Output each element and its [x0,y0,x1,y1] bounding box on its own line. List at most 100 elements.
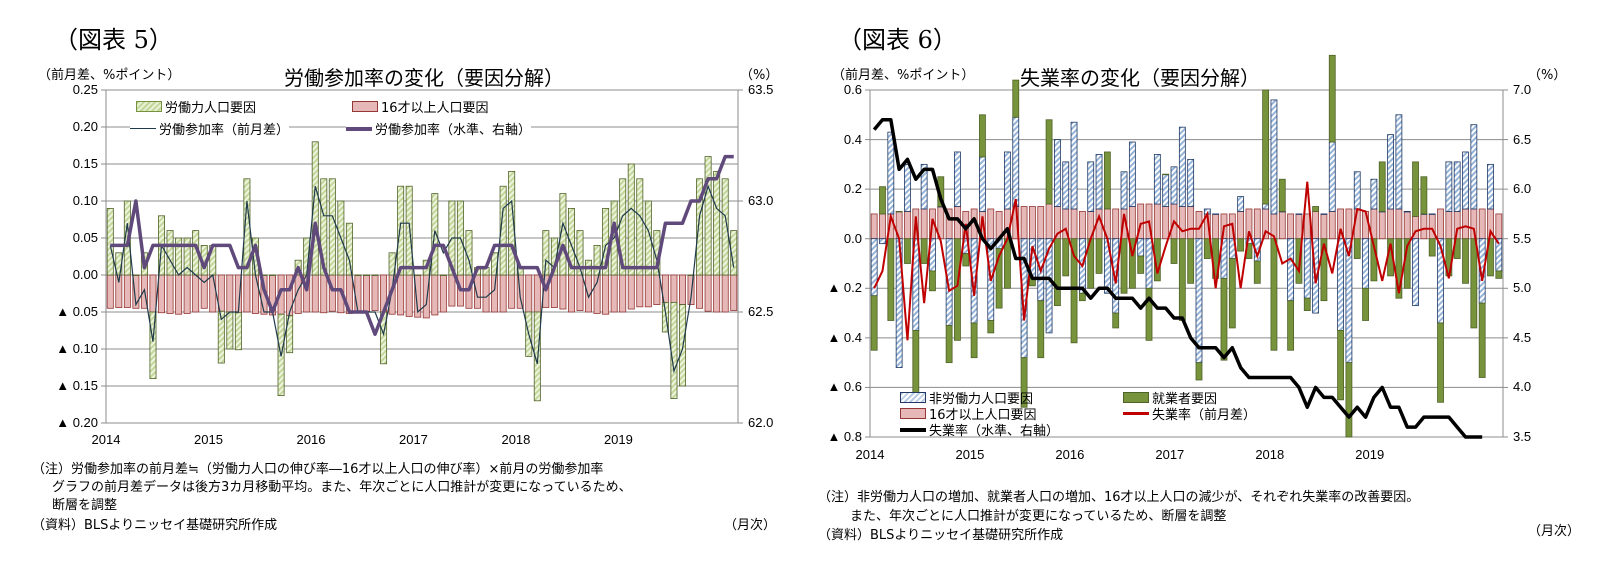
bar-hatch-green [371,274,379,276]
bar-solid-pink [904,211,911,240]
bar-hatch-blue [1320,213,1328,215]
bar-solid-green [1420,176,1428,215]
bar-solid-pink [1153,203,1161,240]
bar-hatch-green [175,237,183,276]
bar-hatch-blue [1395,114,1403,210]
chart-title-5: 労働参加率の変化（要因分解） [284,66,564,90]
bar-hatch-blue [904,163,911,212]
bar-solid-pink [1237,211,1245,240]
bar-solid-pink [679,274,686,306]
figure-label-5: （図表 5） [54,26,173,54]
legend-label: 労働参加率（水準、右軸） [375,123,532,138]
bar-solid-green [920,238,928,264]
legend-item-lfpr-diff: 労働参加率（前月差） [130,119,290,138]
right-axis-unit-6: （%） [1528,68,1567,83]
bar-solid-pink [627,274,635,310]
bar-solid-green [1412,161,1419,217]
bar-hatch-blue [1153,154,1161,205]
bar-solid-pink [1345,208,1353,240]
legend-label: 就業者要因 [1152,392,1218,407]
x-tick-label: 2016 [1055,447,1085,462]
bar-hatch-blue [979,156,986,212]
bar-solid-green [1170,238,1178,264]
bar-hatch-blue [1012,116,1020,207]
bar-solid-pink [106,274,114,309]
bar-solid-pink [636,274,644,308]
x-tick-label: 2019 [1355,447,1385,462]
legend-line-black [900,427,926,432]
bar-hatch-blue [1403,211,1411,213]
bar-solid-green [1178,238,1186,321]
bar-hatch-blue [879,238,886,245]
bar-solid-green [1062,238,1070,277]
bar-hatch-green [286,315,294,354]
bar-hatch-green [166,230,174,276]
x-tick-label: 2014 [91,432,121,447]
bar-hatch-blue [1453,161,1461,212]
bar-solid-green [1278,178,1286,212]
bar-solid-green [962,253,970,267]
bar-solid-pink [311,274,319,313]
y-right-tick-label: 5.0 [1513,280,1532,296]
y-right-tick-label: 4.0 [1513,379,1532,395]
bar-hatch-blue [1428,213,1436,215]
bar-solid-pink [1495,213,1503,240]
bar-hatch-green [661,301,669,333]
bar-hatch-green [567,207,575,276]
left-axis-unit-5: （前月差、%ポイント） [38,68,181,83]
bar-solid-pink [730,274,738,311]
bar-hatch-blue [1337,238,1344,331]
bar-solid-pink [1037,206,1045,240]
bar-solid-green [1228,258,1236,329]
bar-solid-pink [1312,211,1319,240]
legend-label: 非労働力人口要因 [929,392,1034,407]
bar-solid-green [1162,173,1170,176]
bar-hatch-green [619,178,627,276]
bar-hatch-green [234,312,242,351]
y-tick-label: 0.25 [72,82,98,97]
bar-hatch-blue [1353,171,1361,210]
bar-solid-pink [1437,208,1444,240]
bar-solid-green [945,325,953,364]
bar-hatch-green [328,178,336,276]
bar-solid-green [1012,79,1020,118]
legend-item-pop16: 16才以上人口要因 [352,97,489,116]
bar-hatch-green [226,311,234,350]
bar-hatch-blue [1170,166,1178,205]
y-right-tick-label: 3.5 [1513,429,1532,444]
legend-label: 16才以上人口要因 [381,101,489,116]
bar-solid-pink [431,274,439,316]
bar-solid-pink [559,274,567,310]
bar-hatch-green [627,163,635,276]
bar-hatch-blue [1212,213,1220,215]
bar-solid-pink [1320,213,1328,240]
bar-solid-green [1037,300,1045,359]
bar-hatch-blue [1062,161,1070,210]
bar-solid-green [1345,362,1353,438]
bar-solid-green [1487,238,1494,277]
x-tick-label: 2015 [194,432,223,447]
bar-hatch-blue [1328,141,1336,212]
bar-solid-pink [1395,208,1403,240]
bar-solid-green [1004,238,1011,289]
bar-hatch-green [508,170,516,276]
bar-hatch-green [106,207,114,276]
left-axis-unit-6: （前月差、%ポイント） [832,68,975,83]
bar-hatch-green [704,156,712,276]
bar-hatch-blue [1470,124,1478,210]
bar-solid-green [1462,238,1469,284]
bar-solid-green [1395,238,1403,299]
legend-swatch-green [1123,392,1149,403]
bar-solid-pink [721,274,729,313]
bar-solid-green [1095,238,1103,274]
note-line-5-1: （注）労働参加率の前月差≒（労働力人口の伸び率―16才以上人口の伸び率）×前月の… [32,462,604,477]
y-right-tick-label: 63.5 [748,82,774,97]
bar-solid-pink [482,274,490,313]
chart-title-6: 失業率の変化（要因分解） [1020,66,1260,90]
bar-solid-green [1070,238,1078,344]
bar-solid-pink [491,274,499,313]
bar-solid-pink [371,274,379,311]
bar-solid-green [895,211,903,213]
bar-solid-pink [439,274,447,313]
bar-hatch-blue [1187,158,1195,207]
